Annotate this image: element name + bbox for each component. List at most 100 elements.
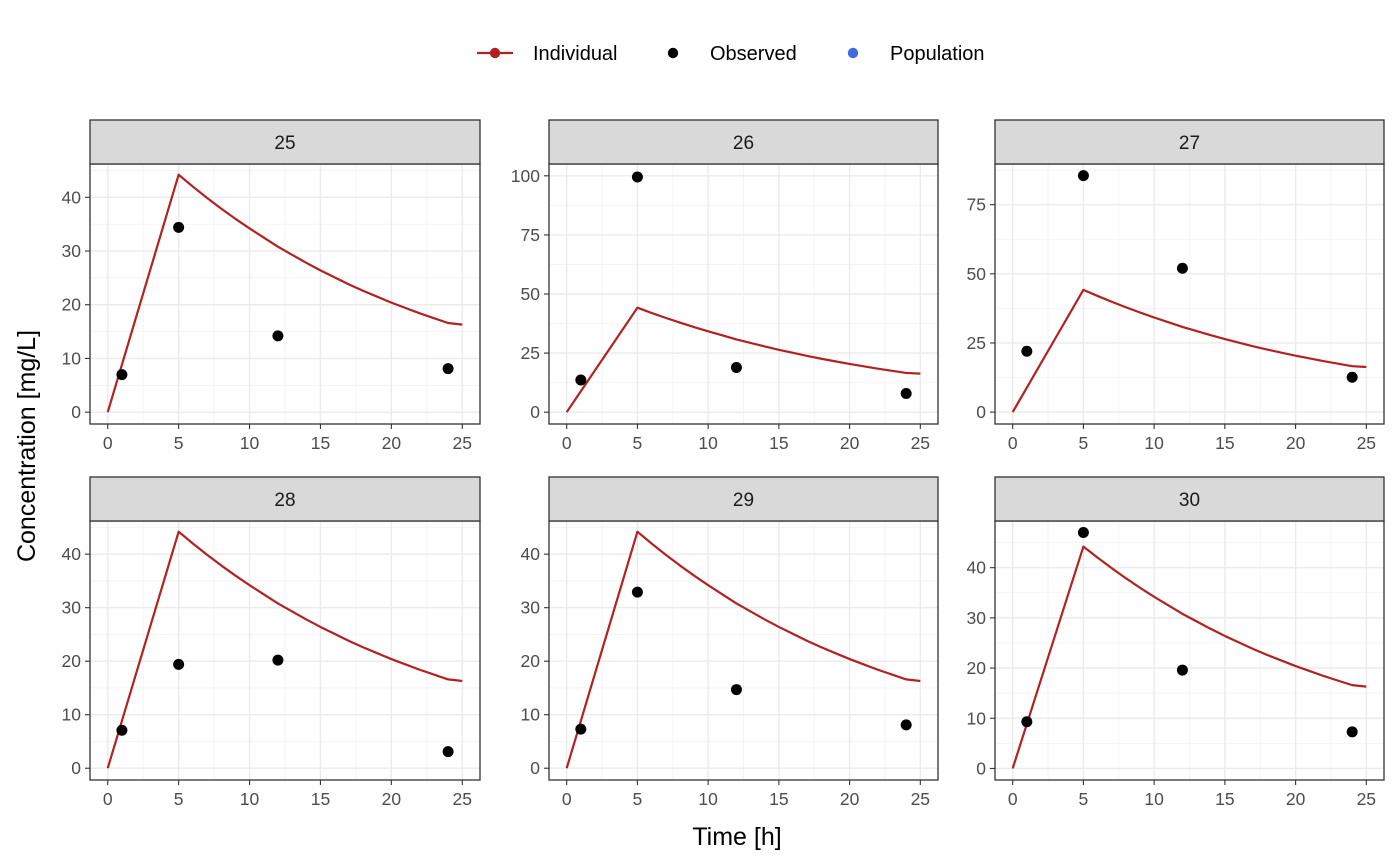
facet-strip <box>994 119 1385 165</box>
y-tick-label: 20 <box>62 651 82 671</box>
facet-strip-label: 28 <box>274 490 295 511</box>
x-axis-title: Time [h] <box>692 823 781 851</box>
individual-line <box>1011 545 1367 769</box>
x-tick-label: 10 <box>698 433 718 453</box>
y-tick-label: 75 <box>521 225 540 245</box>
y-tick-label: 50 <box>521 284 541 304</box>
x-tick-label: 10 <box>698 789 718 809</box>
x-tick-label: 15 <box>1215 433 1234 453</box>
facet-panel-27: 27 0 5 10 15 20 25 0 25 50 75 <box>967 119 1385 453</box>
legend-item: Individual <box>477 43 618 65</box>
x-tick-label: 15 <box>1215 789 1234 809</box>
observed-point <box>116 724 128 736</box>
x-tick-label: 20 <box>840 433 860 453</box>
y-tick-label: 0 <box>976 758 986 778</box>
observed-point <box>1176 664 1188 676</box>
x-tick-label: 25 <box>453 789 472 809</box>
individual-line <box>565 306 921 413</box>
y-tick-label: 40 <box>967 558 987 578</box>
individual-line <box>106 173 463 413</box>
x-tick-label: 15 <box>769 433 788 453</box>
facet-strip-label: 25 <box>274 133 295 154</box>
y-axis-title: Concentration [mg/L] <box>13 330 41 562</box>
individual-line <box>1011 288 1367 413</box>
x-tick-label: 5 <box>633 433 643 453</box>
x-tick-label: 25 <box>911 789 930 809</box>
y-tick-label: 30 <box>62 598 82 618</box>
x-tick-label: 10 <box>1144 433 1164 453</box>
facet-strip <box>548 476 939 522</box>
observed-point <box>442 746 454 758</box>
facet-panel-30: 30 0 5 10 15 20 25 0 10 20 30 40 <box>967 476 1385 809</box>
x-tick-label: 20 <box>382 433 402 453</box>
y-tick-label: 25 <box>967 333 986 353</box>
x-tick-label: 10 <box>1144 789 1164 809</box>
x-tick-label: 5 <box>1079 433 1089 453</box>
facet-panel-28: 28 0 5 10 15 20 25 0 10 20 30 40 <box>62 476 481 809</box>
observed-point <box>173 658 185 670</box>
x-tick-label: 25 <box>911 433 930 453</box>
legend-key-point <box>847 47 859 59</box>
x-tick-label: 0 <box>1008 433 1018 453</box>
legend-item: Observed <box>667 43 797 65</box>
observed-point <box>631 586 643 598</box>
x-tick-label: 0 <box>562 789 572 809</box>
y-tick-label: 0 <box>976 402 986 422</box>
x-tick-label: 0 <box>562 433 572 453</box>
facet-strip <box>89 119 481 165</box>
x-tick-label: 0 <box>103 789 113 809</box>
y-tick-label: 0 <box>530 758 540 778</box>
legend-label: Individual <box>533 43 618 65</box>
y-tick-label: 30 <box>967 608 987 628</box>
observed-point <box>1346 371 1358 383</box>
observed-point <box>1346 726 1358 738</box>
y-tick-label: 40 <box>62 544 82 564</box>
x-tick-label: 0 <box>103 433 113 453</box>
observed-point <box>272 654 284 666</box>
observed-point <box>1077 527 1089 539</box>
legend-item: Population <box>847 43 985 65</box>
legend: Individual Observed Population <box>477 43 985 65</box>
y-tick-label: 0 <box>530 402 540 422</box>
x-tick-label: 20 <box>382 789 402 809</box>
x-tick-label: 5 <box>633 789 643 809</box>
x-tick-label: 10 <box>240 789 260 809</box>
observed-point <box>1021 345 1033 357</box>
y-tick-label: 50 <box>967 264 987 284</box>
facet-panel-26: 26 0 5 10 15 20 25 0 25 50 75 100 <box>511 119 939 453</box>
observed-point <box>173 221 185 233</box>
observed-point <box>730 362 742 374</box>
y-tick-label: 100 <box>511 166 540 186</box>
y-tick-label: 20 <box>62 295 82 315</box>
x-tick-label: 0 <box>1008 789 1018 809</box>
observed-point <box>1077 170 1089 182</box>
facet-strip-label: 29 <box>733 490 754 511</box>
y-tick-label: 20 <box>967 658 987 678</box>
facet-strip <box>994 476 1385 522</box>
y-tick-label: 75 <box>967 195 986 215</box>
y-tick-label: 10 <box>521 705 541 725</box>
x-tick-label: 25 <box>1357 789 1376 809</box>
individual-line <box>106 530 463 769</box>
x-tick-label: 15 <box>311 789 330 809</box>
observed-point <box>1176 262 1188 274</box>
facet-strip-label: 30 <box>1179 490 1200 511</box>
observed-point <box>631 171 643 183</box>
y-tick-label: 0 <box>71 402 81 422</box>
y-tick-label: 10 <box>62 705 82 725</box>
x-tick-label: 25 <box>1357 433 1376 453</box>
x-tick-label: 5 <box>174 789 184 809</box>
x-tick-label: 20 <box>840 789 860 809</box>
facet-panel-25: 25 0 5 10 15 20 25 0 10 20 30 40 <box>62 119 481 453</box>
observed-point <box>116 369 128 381</box>
x-tick-label: 10 <box>240 433 260 453</box>
legend-label: Population <box>890 43 985 65</box>
observed-point <box>575 723 587 735</box>
y-tick-label: 20 <box>521 651 541 671</box>
y-tick-label: 40 <box>521 544 541 564</box>
x-tick-label: 20 <box>1286 433 1306 453</box>
y-tick-label: 30 <box>521 598 541 618</box>
facet-strip-label: 27 <box>1179 133 1200 154</box>
